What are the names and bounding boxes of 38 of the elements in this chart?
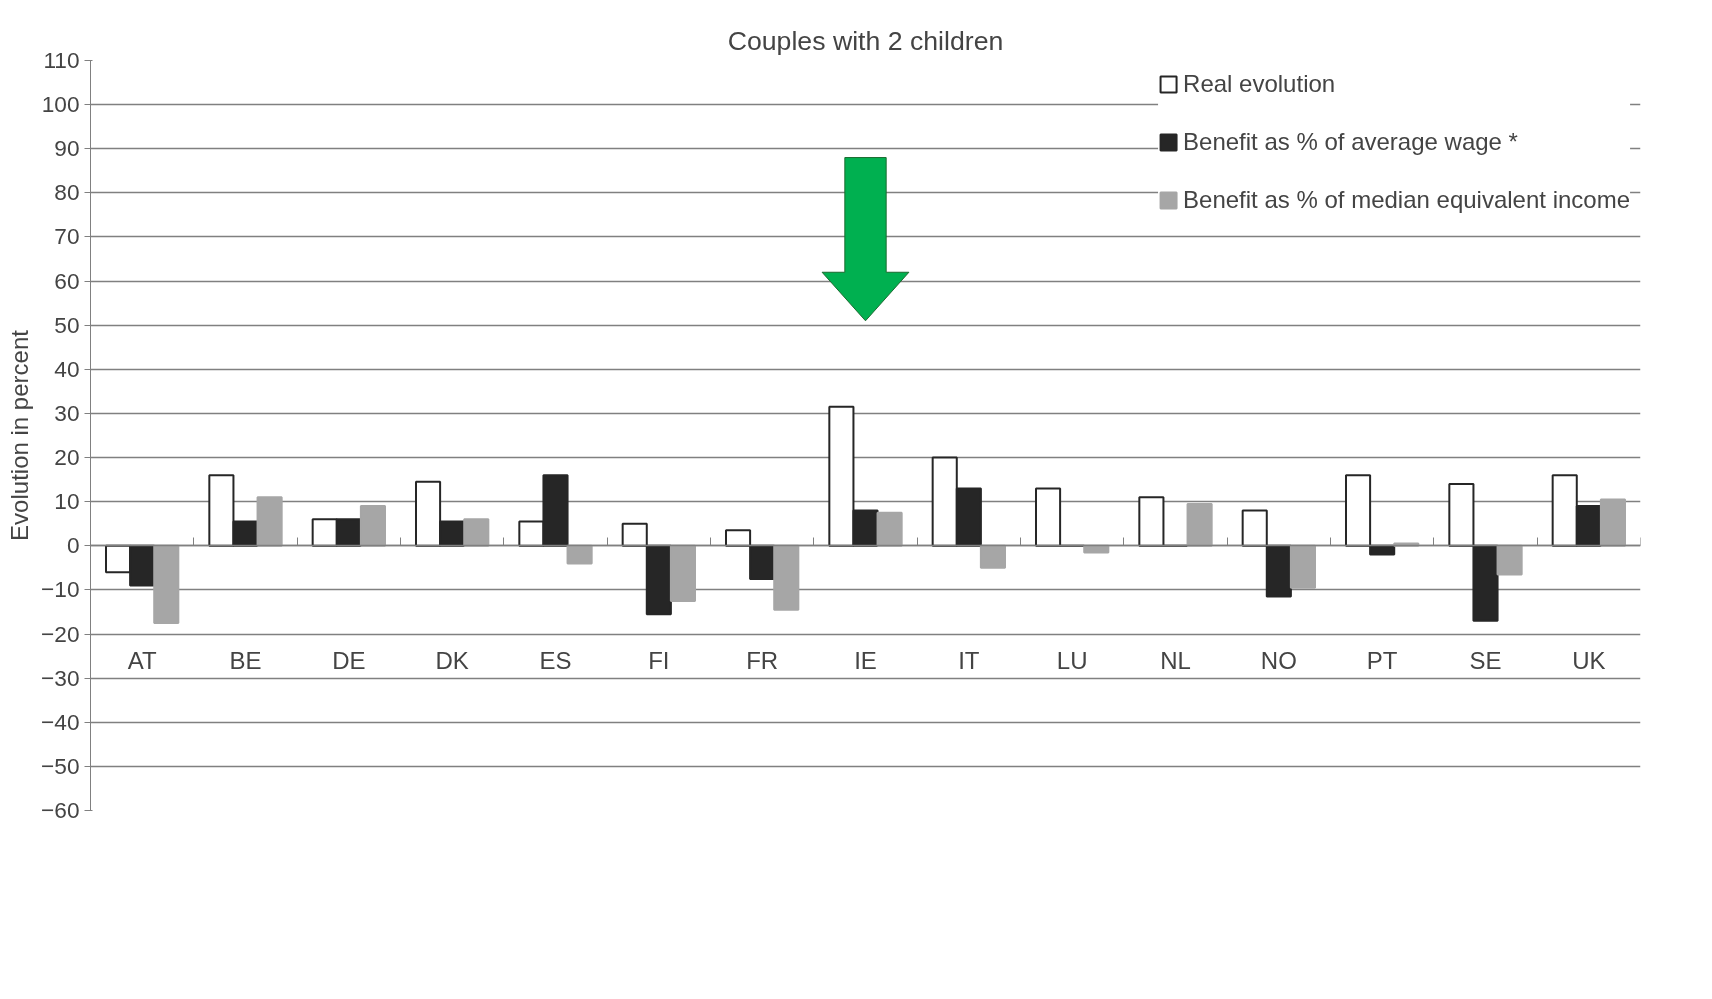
x-tick-label: DE: [332, 646, 366, 674]
y-tick-label: −20: [41, 620, 80, 647]
y-tick-label: −50: [41, 752, 80, 779]
y-tick-label: −30: [41, 664, 80, 691]
y-tick-label: −40: [41, 708, 80, 735]
x-tick-label: IE: [854, 646, 877, 674]
y-tick-label: 30: [54, 399, 80, 426]
y-tick-label: 20: [54, 444, 80, 471]
x-tick-label: BE: [229, 646, 262, 674]
x-tick-label: ES: [539, 646, 572, 674]
x-tick-label: LU: [1056, 646, 1088, 674]
x-tick-label: PT: [1366, 646, 1398, 674]
x-tick-label: IT: [958, 646, 980, 674]
legend-label: Real evolution: [1183, 70, 1336, 98]
y-tick-label: 100: [41, 91, 80, 118]
x-tick-label: FI: [648, 646, 670, 674]
legend-label: Benefit as % of average wage *: [1183, 128, 1518, 156]
legend-label: Benefit as % of median equivalent income: [1183, 186, 1630, 214]
x-tick-label: DK: [435, 646, 469, 674]
chart-title: Couples with 2 children: [727, 25, 1004, 56]
x-tick-label: UK: [1572, 646, 1606, 674]
y-tick-label: 0: [66, 532, 80, 559]
x-tick-label: SE: [1469, 646, 1502, 674]
y-tick-label: 70: [54, 223, 80, 250]
y-tick-label: 110: [43, 47, 80, 73]
y-tick-label: −60: [41, 797, 80, 823]
y-tick-label: 50: [54, 311, 80, 338]
x-tick-label: NL: [1160, 646, 1191, 674]
y-tick-label: 90: [54, 135, 80, 162]
y-tick-label: 40: [54, 355, 80, 382]
x-tick-label: FR: [746, 646, 779, 674]
y-axis-title: Evolution in percent: [6, 329, 34, 541]
y-tick-label: −10: [41, 576, 80, 603]
y-tick-label: 80: [54, 179, 80, 206]
x-tick-label: AT: [127, 646, 157, 674]
y-tick-label: 10: [54, 488, 80, 515]
x-tick-label: NO: [1260, 646, 1297, 674]
y-tick-label: 60: [54, 267, 80, 294]
